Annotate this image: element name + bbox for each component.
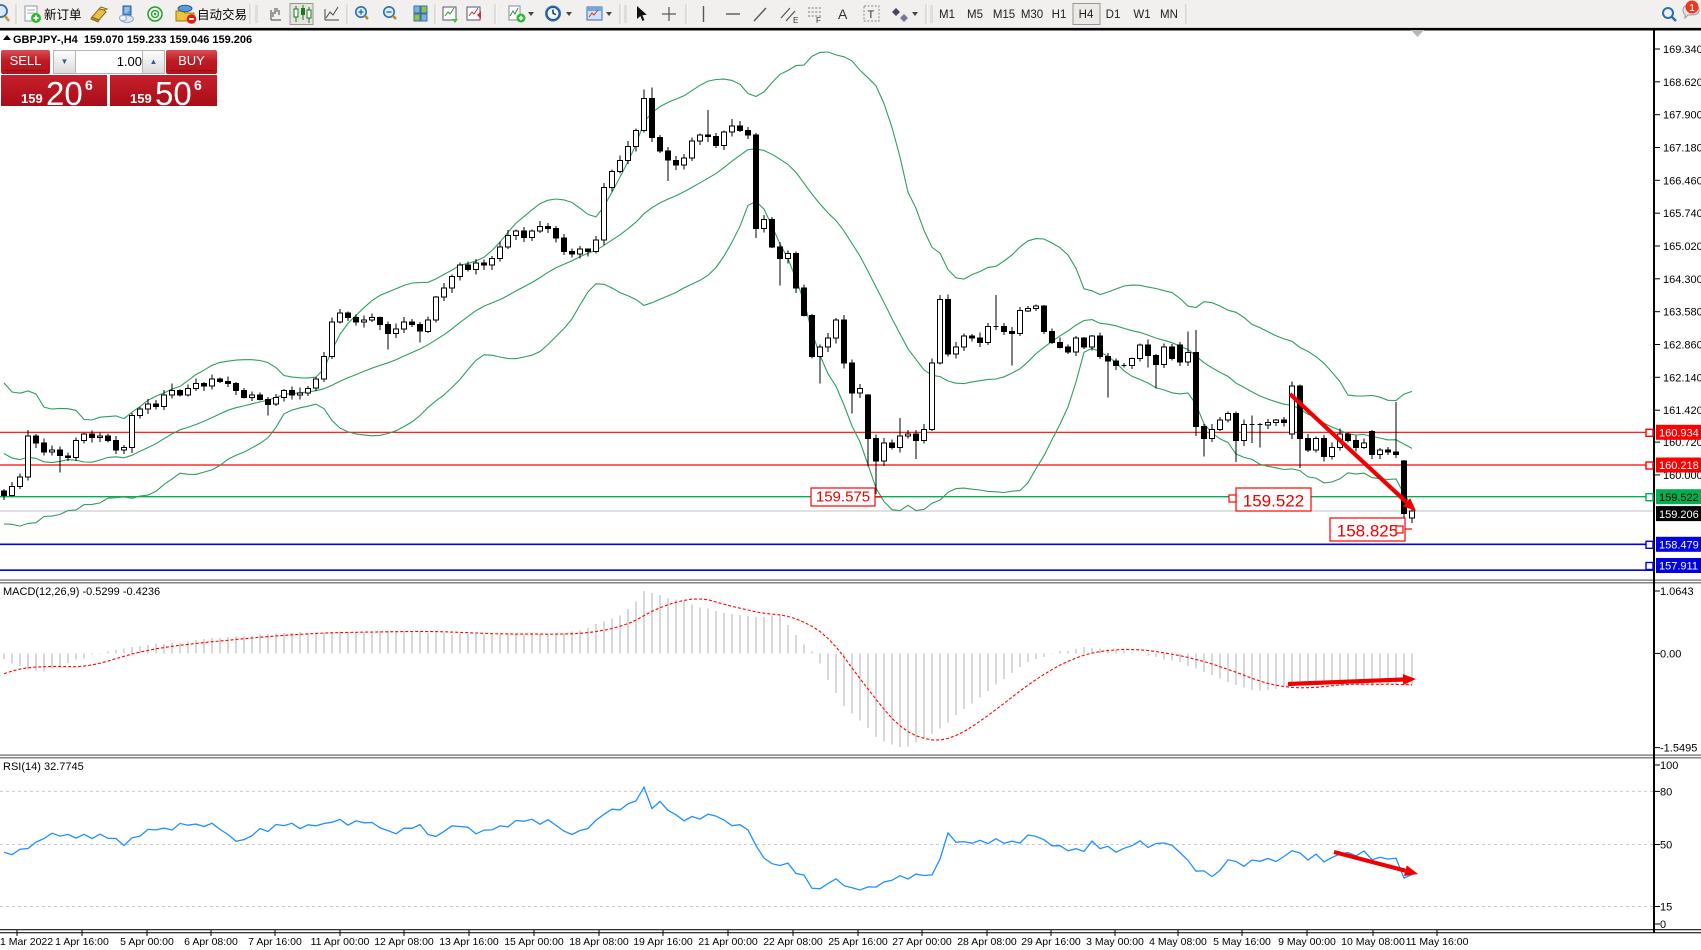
svg-text:D1: D1 xyxy=(1106,9,1121,21)
svg-text:0.00: 0.00 xyxy=(1660,648,1681,660)
svg-text:22 Apr 08:00: 22 Apr 08:00 xyxy=(763,936,823,948)
svg-text:160.000: 160.000 xyxy=(1663,470,1701,482)
svg-text:MN: MN xyxy=(1160,9,1178,21)
svg-text:169.340: 169.340 xyxy=(1663,44,1701,56)
svg-text:160.218: 160.218 xyxy=(1659,460,1699,472)
svg-text:27 Apr 00:00: 27 Apr 00:00 xyxy=(892,936,952,948)
svg-text:H4: H4 xyxy=(1079,9,1094,21)
svg-text:159.206: 159.206 xyxy=(1659,509,1699,521)
svg-text:9 May 00:00: 9 May 00:00 xyxy=(1278,936,1336,948)
svg-text:MACD(12,26,9) -0.5299 -0.4236: MACD(12,26,9) -0.5299 -0.4236 xyxy=(3,586,160,598)
svg-text:163.580: 163.580 xyxy=(1663,307,1701,319)
svg-text:159.522: 159.522 xyxy=(1243,492,1304,511)
svg-text:25 Apr 16:00: 25 Apr 16:00 xyxy=(828,936,888,948)
svg-text:159.522: 159.522 xyxy=(1659,492,1699,504)
svg-text:3 May 00:00: 3 May 00:00 xyxy=(1086,936,1144,948)
svg-text:E: E xyxy=(793,16,798,25)
svg-text:158.479: 158.479 xyxy=(1659,539,1699,551)
svg-text:11 May 16:00: 11 May 16:00 xyxy=(1406,936,1469,948)
svg-text:-1.5495: -1.5495 xyxy=(1660,743,1697,755)
svg-text:100: 100 xyxy=(1660,760,1678,772)
svg-text:A: A xyxy=(838,6,848,22)
svg-text:18 Apr 08:00: 18 Apr 08:00 xyxy=(569,936,629,948)
svg-text:167.180: 167.180 xyxy=(1663,142,1701,154)
svg-text:M1: M1 xyxy=(939,9,955,21)
svg-text:W1: W1 xyxy=(1133,9,1150,21)
svg-text:GBPJPY-,H4 159.070 159.233 15: GBPJPY-,H4 159.070 159.233 159.046 159.2… xyxy=(13,34,252,46)
svg-text:166.460: 166.460 xyxy=(1663,175,1701,187)
svg-text:新订单: 新订单 xyxy=(44,7,82,22)
svg-text:M30: M30 xyxy=(1021,9,1043,21)
svg-text:1 Apr 16:00: 1 Apr 16:00 xyxy=(55,936,109,948)
svg-text:158.825: 158.825 xyxy=(1337,522,1398,541)
svg-text:15: 15 xyxy=(1660,902,1672,914)
svg-text:28 Apr 08:00: 28 Apr 08:00 xyxy=(957,936,1017,948)
svg-text:5 Apr 00:00: 5 Apr 00:00 xyxy=(120,936,174,948)
svg-text:13 Apr 16:00: 13 Apr 16:00 xyxy=(439,936,499,948)
svg-text:12 Apr 08:00: 12 Apr 08:00 xyxy=(374,936,434,948)
svg-text:168.620: 168.620 xyxy=(1663,77,1701,89)
svg-text:29 Apr 16:00: 29 Apr 16:00 xyxy=(1021,936,1081,948)
svg-text:161.420: 161.420 xyxy=(1663,405,1701,417)
svg-text:80: 80 xyxy=(1660,786,1672,798)
svg-text:6 Apr 08:00: 6 Apr 08:00 xyxy=(184,936,238,948)
svg-text:159.575: 159.575 xyxy=(816,489,870,506)
svg-text:4 May 08:00: 4 May 08:00 xyxy=(1149,936,1207,948)
svg-text:162.140: 162.140 xyxy=(1663,372,1701,384)
svg-text:7 Apr 16:00: 7 Apr 16:00 xyxy=(248,936,302,948)
svg-text:5 May 16:00: 5 May 16:00 xyxy=(1213,936,1271,948)
svg-text:157.911: 157.911 xyxy=(1659,561,1698,573)
svg-text:50: 50 xyxy=(1660,840,1672,852)
svg-text:164.300: 164.300 xyxy=(1663,274,1701,286)
svg-text:1 Mar 2022: 1 Mar 2022 xyxy=(0,936,53,948)
svg-text:0: 0 xyxy=(1660,919,1666,931)
svg-text:167.900: 167.900 xyxy=(1663,110,1701,122)
svg-text:160.934: 160.934 xyxy=(1659,428,1699,440)
svg-text:160.720: 160.720 xyxy=(1663,437,1701,449)
svg-text:T: T xyxy=(868,9,875,21)
svg-text:21 Apr 00:00: 21 Apr 00:00 xyxy=(698,936,758,948)
svg-text:162.860: 162.860 xyxy=(1663,339,1701,351)
svg-text:1.0643: 1.0643 xyxy=(1660,586,1694,598)
svg-text:1: 1 xyxy=(1689,3,1695,14)
svg-text:H1: H1 xyxy=(1052,9,1067,21)
svg-text:165.020: 165.020 xyxy=(1663,241,1701,253)
svg-text:M5: M5 xyxy=(967,9,983,21)
svg-text:165.740: 165.740 xyxy=(1663,208,1701,220)
svg-text:F: F xyxy=(816,16,821,25)
svg-text:RSI(14) 32.7745: RSI(14) 32.7745 xyxy=(3,761,84,773)
svg-text:10 May 08:00: 10 May 08:00 xyxy=(1341,936,1405,948)
svg-text:15 Apr 00:00: 15 Apr 00:00 xyxy=(504,936,564,948)
svg-text:自动交易: 自动交易 xyxy=(197,7,247,22)
svg-text:19 Apr 16:00: 19 Apr 16:00 xyxy=(633,936,693,948)
svg-text:11 Apr 00:00: 11 Apr 00:00 xyxy=(311,936,370,948)
svg-text:M15: M15 xyxy=(993,9,1015,21)
